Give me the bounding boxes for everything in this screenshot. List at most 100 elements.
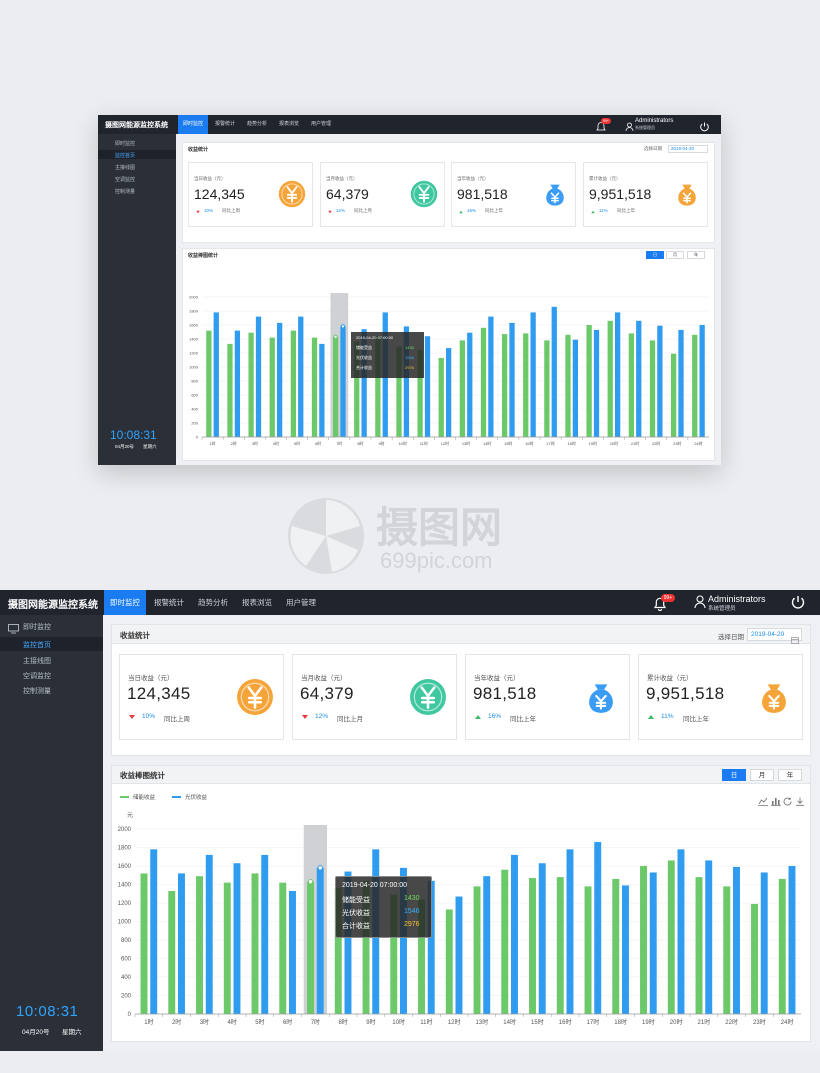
bar-storage[interactable] <box>390 894 398 1014</box>
bar-pv[interactable] <box>403 326 410 437</box>
bar-storage[interactable] <box>692 334 698 437</box>
bar-pv[interactable] <box>593 329 600 437</box>
bar-pv[interactable] <box>233 863 241 1014</box>
bar-pv[interactable] <box>530 312 536 437</box>
sidebar-item-home[interactable]: 监控首页 <box>23 642 51 649</box>
bar-storage[interactable] <box>168 890 176 1014</box>
bar-pv[interactable] <box>455 896 463 1014</box>
bar-chart-icon[interactable] <box>771 793 781 811</box>
legend-label-storage[interactable]: 储能收益 <box>133 795 156 801</box>
tab-report-browse[interactable]: 报表浏览 <box>242 598 272 607</box>
bar-pv[interactable] <box>511 854 518 1014</box>
bar-storage[interactable] <box>445 909 453 1014</box>
bar-storage[interactable] <box>140 873 148 1014</box>
tab-trend-analysis[interactable]: 趋势分析 <box>198 598 228 607</box>
bar-storage[interactable] <box>251 873 259 1014</box>
bar-pv[interactable] <box>205 854 213 1014</box>
bar-storage[interactable] <box>307 881 314 1014</box>
bar-pv[interactable] <box>340 326 346 437</box>
sidebar-section-label[interactable]: 即时监控 <box>23 624 51 631</box>
bar-pv[interactable] <box>276 322 283 437</box>
bar-pv[interactable] <box>150 849 158 1014</box>
bar-pv[interactable] <box>255 316 262 437</box>
bar-storage[interactable] <box>607 320 613 437</box>
bar-pv[interactable] <box>622 885 629 1014</box>
bar-pv[interactable] <box>614 312 621 437</box>
bar-storage[interactable] <box>667 860 675 1014</box>
bar-pv[interactable] <box>361 329 367 437</box>
refresh-icon[interactable] <box>783 793 793 811</box>
bar-storage[interactable] <box>649 340 656 437</box>
power-icon[interactable] <box>790 594 806 615</box>
bar-storage[interactable] <box>227 343 233 437</box>
bar-storage[interactable] <box>438 357 444 437</box>
bar-pv[interactable] <box>572 339 579 437</box>
bar-storage[interactable] <box>501 334 508 437</box>
bar-storage[interactable] <box>206 330 212 437</box>
bar-storage[interactable] <box>290 330 297 437</box>
bar-pv[interactable] <box>427 880 435 1014</box>
bar-storage[interactable] <box>332 336 339 437</box>
bar-storage[interactable] <box>418 899 425 1014</box>
line-chart-icon[interactable] <box>758 793 768 811</box>
bar-pv[interactable] <box>636 320 642 437</box>
bar-pv[interactable] <box>788 866 796 1014</box>
bar-pv[interactable] <box>316 867 324 1014</box>
bar-pv[interactable] <box>319 343 325 437</box>
bar-pv[interactable] <box>594 841 602 1014</box>
sidebar-item-control[interactable]: 控制测量 <box>23 688 51 695</box>
bar-storage[interactable] <box>778 878 786 1014</box>
bar-storage[interactable] <box>334 888 342 1014</box>
bar-storage[interactable] <box>311 337 318 437</box>
bar-pv[interactable] <box>178 873 185 1014</box>
sidebar-item-aircon[interactable]: 空调监控 <box>23 673 51 680</box>
bar-pv[interactable] <box>213 312 219 437</box>
bar-pv[interactable] <box>488 316 494 437</box>
bar-pv[interactable] <box>445 348 452 437</box>
tab-alarm-stats[interactable]: 报警统计 <box>154 598 184 607</box>
tab-user-management[interactable]: 用户管理 <box>286 598 316 607</box>
bar-storage[interactable] <box>523 333 529 437</box>
bar-storage[interactable] <box>670 353 677 437</box>
date-picker[interactable] <box>747 628 802 641</box>
bar-pv[interactable] <box>234 330 241 437</box>
bar-pv[interactable] <box>289 890 296 1014</box>
bar-storage[interactable] <box>612 878 620 1014</box>
bar-pv[interactable] <box>344 871 352 1014</box>
bar-storage[interactable] <box>248 332 254 437</box>
bar-storage[interactable] <box>751 903 758 1014</box>
bar-pv[interactable] <box>483 876 491 1014</box>
bar-storage[interactable] <box>628 333 635 437</box>
user-name[interactable]: Administrators <box>708 594 766 604</box>
bar-pv[interactable] <box>551 306 557 437</box>
bar-storage[interactable] <box>695 877 703 1014</box>
bar-pv[interactable] <box>424 336 431 437</box>
bar-storage[interactable] <box>565 334 571 437</box>
bar-storage[interactable] <box>640 866 647 1014</box>
bar-storage[interactable] <box>556 877 564 1014</box>
bar-pv[interactable] <box>705 860 713 1014</box>
bar-storage[interactable] <box>529 878 536 1014</box>
bar-storage[interactable] <box>584 886 592 1014</box>
bar-pv[interactable] <box>649 872 657 1014</box>
bar-pv[interactable] <box>538 863 546 1014</box>
bar-pv[interactable] <box>400 867 407 1014</box>
bar-pv[interactable] <box>298 316 304 437</box>
bar-pv[interactable] <box>566 849 574 1014</box>
bar-pv[interactable] <box>760 872 768 1014</box>
bar-storage[interactable] <box>269 337 275 437</box>
period-year-button[interactable]: 年 <box>778 769 802 781</box>
bar-pv[interactable] <box>699 325 705 437</box>
bar-pv[interactable] <box>657 325 663 437</box>
bar-storage[interactable] <box>586 325 592 437</box>
bar-storage[interactable] <box>473 886 481 1014</box>
bar-storage[interactable] <box>723 886 731 1014</box>
bar-storage[interactable] <box>362 880 370 1014</box>
bar-storage[interactable] <box>223 882 231 1014</box>
bar-storage[interactable] <box>354 341 360 437</box>
bar-storage[interactable] <box>501 869 509 1014</box>
bar-storage[interactable] <box>196 876 203 1014</box>
bar-pv[interactable] <box>733 866 740 1014</box>
bar-storage[interactable] <box>459 340 466 437</box>
bar-storage[interactable] <box>396 346 402 437</box>
